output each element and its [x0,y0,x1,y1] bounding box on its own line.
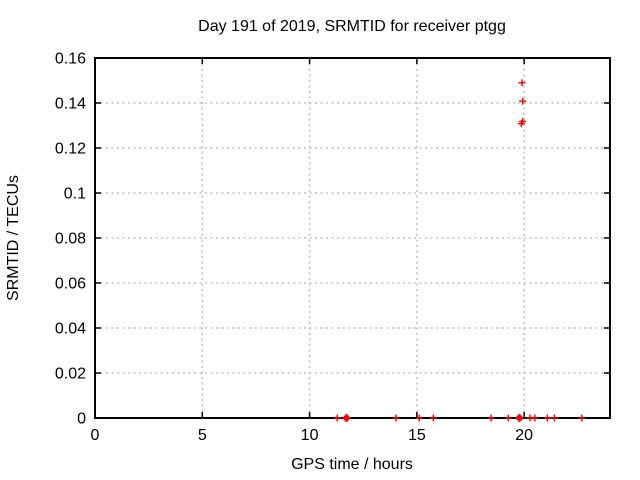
axis-ticks [94,57,610,419]
data-points [333,79,586,422]
y-tick-label: 0.04 [55,321,86,338]
data-point-marker [543,414,551,422]
data-point-marker [392,414,400,422]
data-point-marker [518,79,526,87]
x-tick-label: 15 [408,427,426,444]
data-point-marker [504,414,512,422]
tick-labels: 0 5 10 15 20 0 0.02 0.04 0.06 0.08 0.1 0.12 0.14 0.16 [55,51,533,445]
x-tick-label: 0 [91,427,100,444]
y-tick-label: 0.12 [55,141,86,158]
data-point-marker [578,414,586,422]
x-axis-label: GPS time / hours [291,456,413,473]
y-tick-label: 0.02 [55,366,86,383]
y-axis-label: SRMTID / TECUs [5,175,22,301]
y-tick-label: 0.08 [55,231,86,248]
gridlines [95,58,610,418]
x-tick-label: 10 [301,427,319,444]
data-point-marker [333,414,341,422]
x-tick-label: 5 [198,427,207,444]
data-point-marker [550,414,558,422]
data-point-marker [429,414,437,422]
y-tick-label: 0.16 [55,51,86,68]
y-tick-label: 0.14 [55,96,86,113]
data-point-marker [531,414,539,422]
x-tick-label: 20 [515,427,533,444]
chart-title: Day 191 of 2019, SRMTID for receiver ptg… [198,18,506,35]
y-tick-label: 0.06 [55,276,86,293]
data-point-marker [487,414,495,422]
data-point-marker [519,97,527,105]
data-point-marker [519,117,527,125]
data-point-marker [515,414,524,422]
data-point-marker [342,414,351,422]
data-point-marker [415,414,423,422]
y-tick-label: 0.1 [64,186,86,203]
y-tick-label: 0 [77,411,86,428]
